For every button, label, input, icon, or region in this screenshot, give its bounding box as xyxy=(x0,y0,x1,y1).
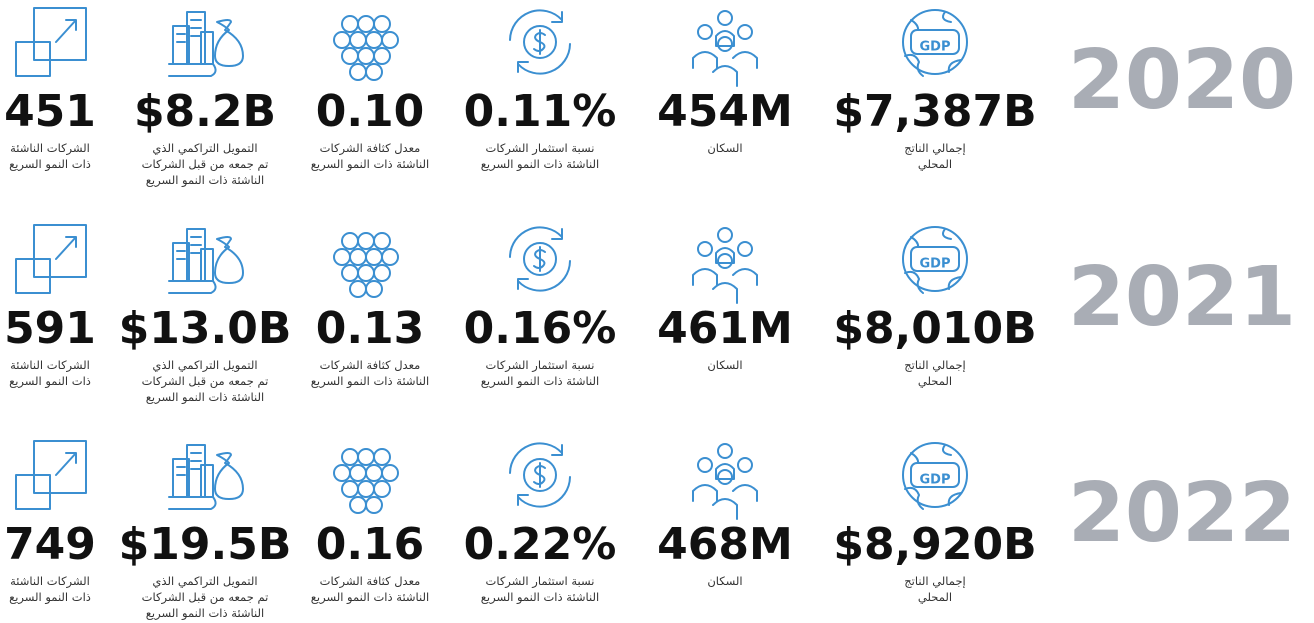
stat-value: $8,920B xyxy=(833,519,1036,570)
icon-shape xyxy=(168,228,244,294)
stat-value: 0.22% xyxy=(464,519,617,570)
stat-label: المحلي xyxy=(918,157,952,171)
stat-label: السكان xyxy=(707,574,742,588)
stat-label: نسبة استثمار الشركات xyxy=(486,358,595,373)
stat-label: الناشئة ذات النمو السريع xyxy=(146,173,264,188)
icon: GDP xyxy=(902,226,968,294)
stat-label: تم جمعه من قبل الشركات xyxy=(142,157,269,172)
stat-label: معدل كثافة الشركات xyxy=(320,141,421,156)
stat-label: السكان xyxy=(707,358,742,372)
icon xyxy=(168,228,244,294)
icon xyxy=(15,7,87,77)
stat-label: إجمالي الناتج xyxy=(904,574,966,588)
stat-label: معدل كثافة الشركات xyxy=(320,358,421,373)
icon-shape xyxy=(692,227,758,304)
stat-label: تم جمعه من قبل الشركات xyxy=(142,590,269,605)
icon xyxy=(168,11,244,77)
stat-value: $7,387B xyxy=(833,86,1036,137)
stat-label: تم جمعه من قبل الشركات xyxy=(142,374,269,389)
stat-label: الناشئة ذات النمو السريع xyxy=(481,590,599,605)
year: 2022 xyxy=(1068,466,1296,561)
icon-shape xyxy=(509,9,571,75)
stat-label: التمويل التراكمي الذي xyxy=(152,574,257,589)
icon xyxy=(168,444,244,510)
stat-label: الناشئة ذات النمو السريع xyxy=(481,157,599,172)
stat-label: المحلي xyxy=(918,590,952,604)
icon-shape xyxy=(692,10,758,87)
icon-shape xyxy=(15,224,87,294)
stat-value: $8.2B xyxy=(134,86,276,137)
stat-value: 0.16 xyxy=(316,519,425,570)
icon-shape xyxy=(509,226,571,292)
stat-label: الناشئة ذات النمو السريع xyxy=(481,374,599,389)
icon-text: GDP xyxy=(920,40,951,55)
icon-shape xyxy=(333,232,399,298)
icon xyxy=(692,443,758,520)
icon xyxy=(509,9,571,75)
icon xyxy=(692,10,758,87)
icon xyxy=(333,15,399,81)
icon: GDP xyxy=(902,9,968,77)
icon-shape xyxy=(333,448,399,514)
stat-value: 749 xyxy=(4,519,96,570)
stat-label: الشركات الناشئة xyxy=(10,358,90,373)
stat-label: الناشئة ذات النمو السريع xyxy=(311,374,429,389)
stat-value: 591 xyxy=(4,303,96,354)
icon-shape xyxy=(333,15,399,81)
icon xyxy=(333,232,399,298)
stat-label: الشركات الناشئة xyxy=(10,141,90,156)
icon-shape xyxy=(15,7,87,77)
stat-label: التمويل التراكمي الذي xyxy=(152,141,257,156)
icon-shape xyxy=(15,440,87,510)
stat-value: 468M xyxy=(657,519,793,570)
icon-shape xyxy=(692,443,758,520)
stat-value: $19.5B xyxy=(119,519,292,570)
icon-text: GDP xyxy=(920,473,951,488)
icon: GDP xyxy=(902,442,968,510)
stat-label: ذات النمو السريع xyxy=(9,590,91,605)
stat-value: $8,010B xyxy=(833,303,1036,354)
stat-label: المحلي xyxy=(918,374,952,388)
stat-label: إجمالي الناتج xyxy=(904,358,966,372)
stat-label: الشركات الناشئة xyxy=(10,574,90,589)
icon xyxy=(509,226,571,292)
icon xyxy=(15,224,87,294)
stat-label: معدل كثافة الشركات xyxy=(320,574,421,589)
stat-label: الناشئة ذات النمو السريع xyxy=(146,390,264,405)
stat-value: 451 xyxy=(4,86,96,137)
icon-shape xyxy=(509,442,571,508)
stat-value: $13.0B xyxy=(119,303,292,354)
icon xyxy=(15,440,87,510)
stat-label: ذات النمو السريع xyxy=(9,374,91,389)
stat-label: نسبة استثمار الشركات xyxy=(486,574,595,589)
year: 2021 xyxy=(1068,250,1296,345)
stat-label: الناشئة ذات النمو السريع xyxy=(311,590,429,605)
stat-label: نسبة استثمار الشركات xyxy=(486,141,595,156)
icon xyxy=(333,448,399,514)
stat-value: 0.11% xyxy=(464,86,617,137)
stat-value: 461M xyxy=(657,303,793,354)
stat-label: الناشئة ذات النمو السريع xyxy=(311,157,429,172)
stat-value: 0.13 xyxy=(316,303,425,354)
stat-label: ذات النمو السريع xyxy=(9,157,91,172)
stat-value: 454M xyxy=(657,86,793,137)
stat-label: السكان xyxy=(707,141,742,155)
stat-value: 0.10 xyxy=(316,86,425,137)
icon-shape xyxy=(168,11,244,77)
icon xyxy=(509,442,571,508)
stat-label: الناشئة ذات النمو السريع xyxy=(146,606,264,621)
year: 2020 xyxy=(1068,33,1296,128)
stat-label: التمويل التراكمي الذي xyxy=(152,358,257,373)
stat-value: 0.16% xyxy=(464,303,617,354)
icon xyxy=(692,227,758,304)
stat-label: إجمالي الناتج xyxy=(904,141,966,155)
icon-text: GDP xyxy=(920,257,951,272)
icon-shape xyxy=(168,444,244,510)
